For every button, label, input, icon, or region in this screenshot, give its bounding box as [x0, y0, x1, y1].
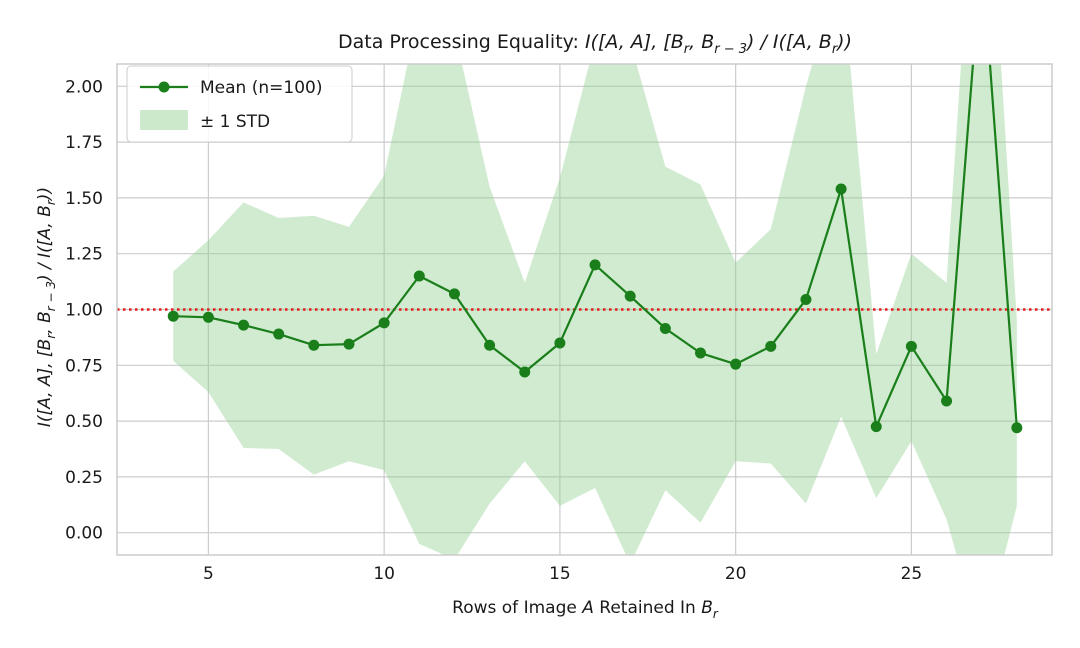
mean-point: [519, 366, 531, 378]
legend-mean-marker: [158, 81, 170, 93]
mean-point: [905, 340, 917, 352]
mean-point: [835, 183, 847, 195]
plot-frame: [116, 63, 1053, 556]
chart-title: Data Processing Equality: I([A, A], [Br,…: [338, 31, 852, 57]
std-band: [173, 64, 1017, 555]
mean-point: [202, 311, 214, 323]
y-axis-label: I([A, A], [Br, Br − 3) / I([A, Br)): [35, 187, 58, 427]
legend-mean-label: Mean (n=100): [200, 78, 322, 98]
mean-point: [659, 322, 671, 334]
x-tick-label: 5: [203, 564, 214, 584]
y-tick-label: 0.50: [65, 412, 103, 432]
x-tick-label: 15: [549, 564, 571, 584]
grid: [117, 64, 1052, 555]
mean-point: [589, 259, 601, 271]
y-tick-label: 1.25: [65, 245, 103, 265]
y-tick-label: 1.75: [65, 133, 103, 153]
y-tick-label: 0.75: [65, 356, 103, 376]
mean-point: [448, 288, 460, 300]
y-tick-label: 0.25: [65, 468, 103, 488]
mean-point: [378, 317, 390, 329]
mean-point: [273, 328, 285, 340]
x-tick-label: 20: [725, 564, 747, 584]
ticks: 5 10 15 20 25 0.00 0.25 0.50 0.75 1.00 1.25 1.50 1.7…: [65, 77, 922, 584]
mean-point: [343, 338, 355, 350]
mean-point: [167, 310, 179, 322]
y-tick-label: 1.50: [65, 189, 103, 209]
x-tick-label: 10: [373, 564, 395, 584]
mean-point: [694, 347, 706, 359]
mean-point: [1011, 422, 1023, 434]
mean-point: [765, 340, 777, 352]
mean-point: [870, 421, 882, 433]
y-tick-label: 2.00: [65, 77, 103, 97]
mean-point: [238, 319, 250, 331]
legend-std-swatch: [140, 110, 188, 130]
y-tick-label: 1.00: [65, 301, 103, 321]
plot-layer: [117, 64, 1052, 555]
legend-box: [126, 65, 353, 143]
mean-point: [941, 395, 953, 407]
mean-point: [484, 339, 496, 351]
legend-std-label: ± 1 STD: [200, 112, 270, 132]
x-axis-label: Rows of Image A Retained In Br: [452, 598, 719, 621]
mean-point: [308, 339, 320, 351]
mean-point: [413, 270, 425, 282]
legend: Mean (n=100) ± 1 STD: [126, 65, 353, 143]
mean-point: [800, 293, 812, 305]
x-tick-label: 25: [901, 564, 923, 584]
mean-point: [554, 337, 566, 349]
y-tick-label: 0.00: [65, 524, 103, 544]
mean-point: [624, 290, 636, 302]
mean-point: [730, 358, 742, 370]
